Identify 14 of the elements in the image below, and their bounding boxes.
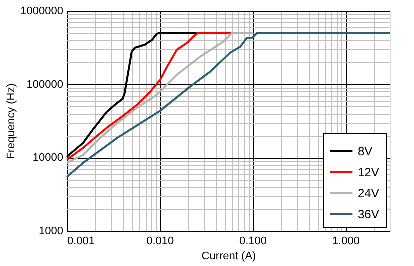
x-axis-title: Current (A) bbox=[202, 250, 256, 262]
y-tick-label: 1000 bbox=[39, 226, 64, 238]
y-axis-title: Frequency (Hz) bbox=[6, 84, 18, 160]
y-tick-label: 1000000 bbox=[20, 6, 64, 18]
legend-label: 36V bbox=[358, 208, 380, 222]
x-tick-label: 1.000 bbox=[332, 236, 360, 248]
legend-label: 8V bbox=[358, 144, 373, 158]
y-tick-label: 10000 bbox=[32, 152, 64, 164]
x-tick-label: 0.010 bbox=[146, 236, 174, 248]
legend-label: 24V bbox=[358, 186, 380, 200]
x-tick-label: 0.001 bbox=[68, 236, 96, 248]
legend-label: 12V bbox=[358, 166, 380, 180]
y-tick-label: 100000 bbox=[26, 78, 64, 91]
x-tick-label: 0.100 bbox=[240, 236, 268, 248]
